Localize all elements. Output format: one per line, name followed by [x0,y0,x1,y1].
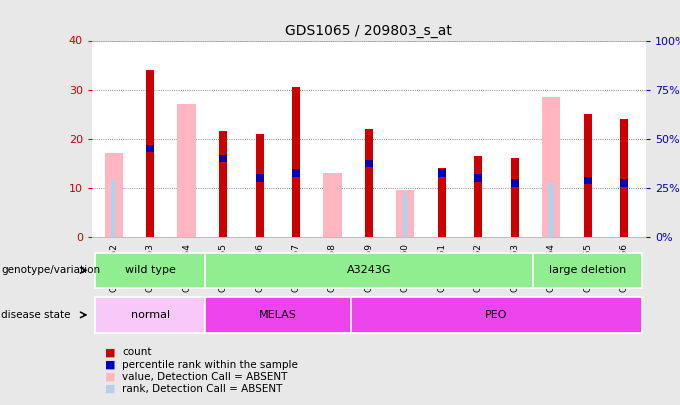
Bar [620,179,628,187]
Bar [396,190,415,237]
Bar [111,181,116,237]
Bar [219,131,227,237]
Bar [533,253,643,288]
Text: normal: normal [131,310,170,320]
Text: percentile rank within the sample: percentile rank within the sample [122,360,299,369]
Bar [351,297,643,333]
Text: MELAS: MELAS [259,310,296,320]
Bar [438,168,446,237]
Text: large deletion: large deletion [549,265,626,275]
Bar [292,87,300,237]
Text: count: count [122,347,152,357]
Title: GDS1065 / 209803_s_at: GDS1065 / 209803_s_at [286,24,452,38]
Text: A3243G: A3243G [347,265,391,275]
Bar [542,97,560,237]
Bar [95,253,205,288]
Bar [146,145,154,152]
Bar [620,119,628,237]
Text: ■: ■ [105,384,116,394]
Bar [205,297,351,333]
Text: disease state: disease state [1,310,71,320]
Text: wild type: wild type [124,265,175,275]
Text: value, Detection Call = ABSENT: value, Detection Call = ABSENT [122,372,288,382]
Bar [205,253,533,288]
Bar [365,160,373,167]
Bar [219,155,227,162]
Text: PEO: PEO [486,310,508,320]
Bar [474,174,482,182]
Bar [438,169,446,177]
Bar [256,174,264,182]
Text: rank, Detection Call = ABSENT: rank, Detection Call = ABSENT [122,384,283,394]
Text: ■: ■ [105,372,116,382]
Text: ■: ■ [105,360,116,369]
Bar [95,297,205,333]
Bar [403,193,408,237]
Bar [177,104,196,237]
Bar [146,70,154,237]
Bar [323,173,341,237]
Bar [474,156,482,237]
Text: ■: ■ [105,347,116,357]
Text: genotype/variation: genotype/variation [1,265,101,275]
Bar [511,158,519,237]
Bar [583,114,592,237]
Bar [256,134,264,237]
Bar [549,183,554,237]
Bar [365,129,373,237]
Bar [583,177,592,184]
Bar [511,179,519,187]
Bar [105,153,123,237]
Bar [292,169,300,177]
